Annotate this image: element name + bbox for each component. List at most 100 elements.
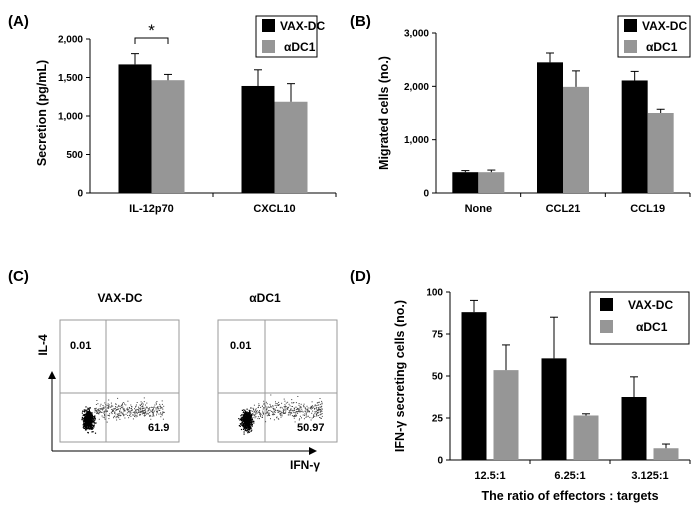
flow-dot-vax-dc-spread	[156, 411, 158, 412]
flow-dot-vax-dc-spread	[98, 413, 100, 415]
flow-dot-adc1-spread	[273, 409, 275, 411]
flow-dot-vax-dc-spread	[130, 412, 132, 414]
flow-dot-adc1-dense	[248, 417, 250, 419]
flow-dot-adc1-spread	[305, 416, 307, 418]
flow-dot-adc1-dense	[247, 426, 249, 428]
flow-dot-vax-dc-spread	[123, 415, 125, 417]
flow-dot-vax-dc-spread	[104, 417, 106, 419]
flow-dot-vax-dc-spread	[146, 407, 148, 409]
flow-dot-adc1-spread	[299, 415, 301, 417]
flow-dot-adc1-spread	[311, 406, 313, 407]
flow-dot-vax-dc-spread	[135, 411, 137, 413]
chart-b-marks: 0 1,000 2,000 3,000 None CCL21 CCL19	[404, 29, 691, 215]
flow-dot-vax-dc-spread	[116, 416, 118, 418]
flow-dot-adc1-spread	[280, 413, 281, 414]
flow-dot-vax-dc-dense	[90, 427, 92, 429]
legend-label-a-adc1: αDC1	[284, 40, 316, 54]
flow-dot-adc1-spread	[311, 405, 313, 407]
flow-dot-adc1-spread	[253, 409, 254, 411]
flow-dot-adc1-spread	[274, 411, 275, 413]
flow-dot-adc1-spread	[274, 413, 276, 415]
flow-dot-adc1-spread	[305, 413, 307, 415]
flow-dot-vax-dc-spread	[143, 410, 145, 412]
flow-dot-vax-dc-spread	[116, 406, 118, 408]
chart-a-marks: 0 500 1,000 1,500 2,000 IL-12p70 CXCL10 *	[58, 21, 337, 215]
flow-dot-adc1-spread	[254, 409, 256, 411]
flow-dot-vax-dc-spread	[129, 408, 131, 410]
flow-dot-adc1-spread	[307, 415, 309, 417]
flow-dot-vax-dc-dense	[86, 420, 88, 422]
flow-dot-vax-dc-dense	[91, 421, 93, 423]
flow-dot-adc1-spread	[283, 412, 284, 414]
flow-dot-adc1-spread	[294, 412, 296, 414]
flow-dot-adc1-spread	[313, 416, 314, 418]
flow-dot-adc1-dense	[243, 411, 245, 413]
flow-dot-adc1-spread	[262, 405, 263, 407]
flow-dot-adc1-dense	[250, 418, 252, 420]
flow-dot-vax-dc-spread	[118, 413, 120, 415]
flow-dot-adc1-dense	[247, 414, 249, 416]
flow-dot-vax-dc-dense	[83, 426, 85, 428]
flow-dot-adc1-spread	[315, 408, 317, 410]
flow-dot-adc1-spread	[284, 412, 286, 414]
flow-dot-vax-dc-dense	[91, 415, 93, 417]
flow-dot-vax-dc-spread	[159, 406, 161, 408]
flow-dot-adc1-spread	[279, 413, 281, 415]
flow-dot-vax-dc-spread	[145, 404, 146, 406]
flow-dot-vax-dc-spread	[97, 413, 99, 414]
flow-dot-adc1-spread	[307, 407, 309, 409]
flow-dot-adc1-spread	[259, 418, 260, 420]
flow-dot-adc1-spread	[302, 405, 304, 407]
flow-dot-vax-dc-spread	[103, 411, 105, 413]
flow-dot-vax-dc-spread	[115, 406, 116, 408]
flow-dot-adc1-dense	[244, 425, 246, 427]
flow-dot-vax-dc-dense	[83, 427, 85, 429]
flow-dot-adc1-spread	[258, 403, 260, 405]
flow-dot-adc1-spread	[278, 405, 279, 406]
flow-dot-vax-dc-spread	[152, 408, 154, 410]
flow-dot-adc1-spread	[311, 406, 313, 408]
flow-dot-adc1-dense	[246, 421, 248, 423]
flow-dot-vax-dc-spread	[155, 402, 157, 404]
flow-dot-adc1-dense	[248, 421, 250, 423]
flow-dot-adc1-dense	[249, 422, 251, 424]
flow-dot-adc1-dense	[238, 425, 240, 427]
flow-dot-adc1-spread	[258, 412, 260, 414]
flow-dot-vax-dc-spread	[97, 403, 99, 405]
flow-dot-vax-dc-spread	[112, 410, 114, 411]
flow-dot-adc1-spread	[273, 408, 275, 410]
flow-dot-vax-dc-spread	[146, 413, 147, 415]
flow-dot-vax-dc-spread	[122, 413, 124, 415]
flow-dot-adc1-spread	[308, 411, 310, 413]
flow-dot-vax-dc-spread	[161, 403, 163, 405]
flow-dot-vax-dc-spread	[124, 417, 126, 419]
flow-dot-vax-dc-spread	[131, 409, 133, 411]
chart-a-y-tick-label: 500	[66, 150, 83, 161]
flow-dot-vax-dc-spread	[132, 414, 134, 416]
flow-dot-vax-dc-dense	[89, 425, 91, 427]
flow-dot-vax-dc-spread	[97, 411, 99, 413]
flow-dot-vax-dc-spread	[142, 407, 144, 409]
flow-dot-vax-dc-dense	[87, 414, 89, 416]
flow-dot-adc1-spread	[255, 412, 257, 413]
flow-dot-adc1-spread	[268, 415, 270, 416]
flow-dot-vax-dc-spread	[156, 407, 158, 409]
flow-dot-adc1-spread	[321, 415, 323, 417]
flow-dot-adc1-dense	[241, 418, 243, 420]
flow-dot-adc1-spread	[317, 404, 319, 406]
flow-dot-adc1-spread	[279, 407, 281, 409]
flow-dot-adc1-spread	[272, 407, 274, 409]
flow-dot-adc1-spread	[268, 414, 269, 416]
flow-dot-vax-dc-spread	[142, 412, 144, 414]
flow-dot-adc1-spread	[255, 413, 256, 415]
flow-dot-adc1-spread	[320, 409, 321, 411]
flow-dot-adc1-spread	[290, 412, 292, 414]
flow-dot-adc1-dense	[243, 420, 245, 422]
flow-dot-adc1-dense	[242, 425, 245, 427]
flow-dot-vax-dc-spread	[135, 404, 137, 406]
flow-dot-vax-dc-dense	[87, 420, 89, 422]
flow-dot-adc1-dense	[240, 428, 243, 431]
flow-dot-adc1-spread	[315, 411, 317, 413]
flow-dot-vax-dc-spread	[113, 417, 114, 419]
flow-dot-adc1-spread	[321, 402, 323, 404]
